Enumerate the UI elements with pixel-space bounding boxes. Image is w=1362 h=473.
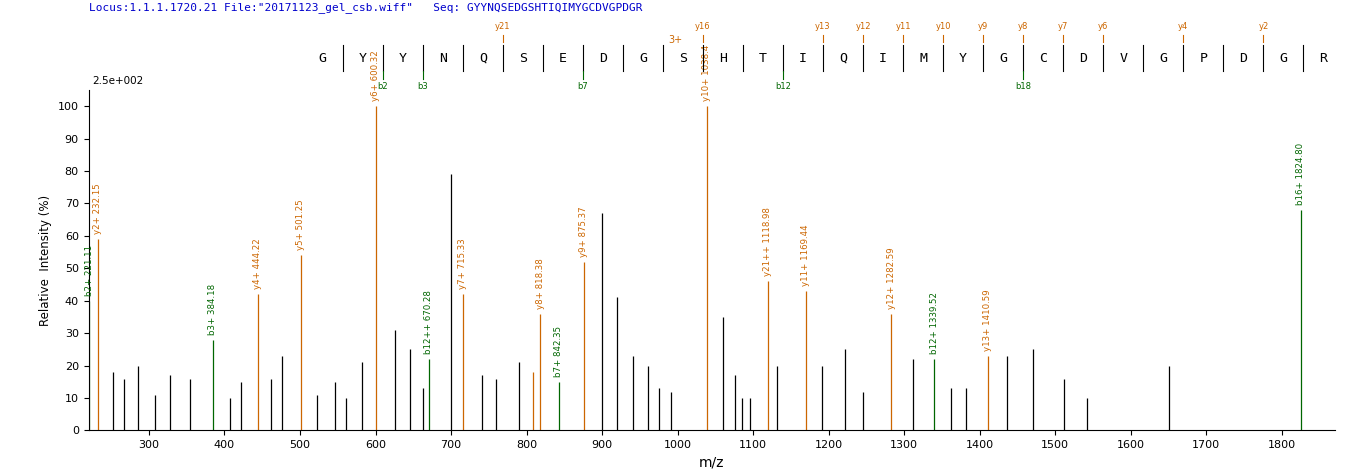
Text: 2.5e+002: 2.5e+002 <box>93 77 143 87</box>
Text: G: G <box>639 52 647 65</box>
Text: b12+ 1339.52: b12+ 1339.52 <box>930 292 938 354</box>
Text: y7: y7 <box>1058 22 1068 31</box>
Text: b18: b18 <box>1015 82 1031 91</box>
Text: b7+ 842.35: b7+ 842.35 <box>554 326 563 377</box>
Text: M: M <box>919 52 928 65</box>
Text: C: C <box>1039 52 1047 65</box>
Text: y8+ 818.38: y8+ 818.38 <box>537 258 545 309</box>
Text: y11+ 1169.44: y11+ 1169.44 <box>801 225 810 286</box>
Text: y11: y11 <box>895 22 911 31</box>
Text: D: D <box>599 52 607 65</box>
Text: b12: b12 <box>775 82 791 91</box>
Text: N: N <box>439 52 447 65</box>
Text: S: S <box>678 52 686 65</box>
Text: b2+ 221.11: b2+ 221.11 <box>84 245 94 296</box>
Text: E: E <box>558 52 567 65</box>
Text: Q: Q <box>479 52 486 65</box>
Text: G: G <box>1279 52 1287 65</box>
Text: b12++ 670.28: b12++ 670.28 <box>424 290 433 354</box>
Text: Y: Y <box>399 52 407 65</box>
Text: G: G <box>319 52 327 65</box>
Text: y9+ 875.37: y9+ 875.37 <box>579 206 588 257</box>
Text: y10: y10 <box>936 22 951 31</box>
Y-axis label: Relative  Intensity (%): Relative Intensity (%) <box>39 194 52 326</box>
Text: y2+ 232.15: y2+ 232.15 <box>93 184 102 234</box>
Text: b3+ 384.18: b3+ 384.18 <box>208 284 217 335</box>
Text: b2: b2 <box>377 82 388 91</box>
Text: G: G <box>1000 52 1007 65</box>
Text: S: S <box>519 52 527 65</box>
Text: Locus:1.1.1.1720.21 File:"20171123_gel_csb.wiff"   Seq: GYYNQSEDGSHTIQIMYGCDVGPD: Locus:1.1.1.1720.21 File:"20171123_gel_c… <box>89 2 642 13</box>
Text: T: T <box>759 52 767 65</box>
Text: y5+ 501.25: y5+ 501.25 <box>297 200 305 250</box>
Text: R: R <box>1320 52 1328 65</box>
Text: G: G <box>1159 52 1167 65</box>
Text: y10+ 1038.4: y10+ 1038.4 <box>703 45 711 101</box>
Text: Y: Y <box>959 52 967 65</box>
Text: y16: y16 <box>695 22 711 31</box>
Text: V: V <box>1120 52 1128 65</box>
Text: y4: y4 <box>1178 22 1189 31</box>
Text: y4+ 444.22: y4+ 444.22 <box>253 238 263 289</box>
Text: y6+ 600.32: y6+ 600.32 <box>372 51 380 101</box>
Text: y8: y8 <box>1017 22 1028 31</box>
Text: Q: Q <box>839 52 847 65</box>
Text: y12+ 1282.59: y12+ 1282.59 <box>887 247 896 309</box>
Text: b16+ 1824.80: b16+ 1824.80 <box>1297 143 1305 205</box>
Text: I: I <box>878 52 887 65</box>
Text: b7: b7 <box>577 82 588 91</box>
Text: 3+: 3+ <box>669 35 682 45</box>
X-axis label: m/z: m/z <box>699 455 725 470</box>
Text: P: P <box>1200 52 1207 65</box>
Text: y13+ 1410.59: y13+ 1410.59 <box>983 289 993 351</box>
Text: y21: y21 <box>494 22 511 31</box>
Text: y6: y6 <box>1098 22 1109 31</box>
Text: y13: y13 <box>816 22 831 31</box>
Text: H: H <box>719 52 727 65</box>
Text: D: D <box>1079 52 1087 65</box>
Text: y7+ 715.33: y7+ 715.33 <box>458 238 467 289</box>
Text: y21++ 1118.98: y21++ 1118.98 <box>763 208 772 276</box>
Text: I: I <box>799 52 808 65</box>
Text: Y: Y <box>358 52 366 65</box>
Text: y2: y2 <box>1258 22 1268 31</box>
Text: y12: y12 <box>855 22 870 31</box>
Text: y9: y9 <box>978 22 989 31</box>
Text: D: D <box>1239 52 1248 65</box>
Text: b3: b3 <box>417 82 428 91</box>
